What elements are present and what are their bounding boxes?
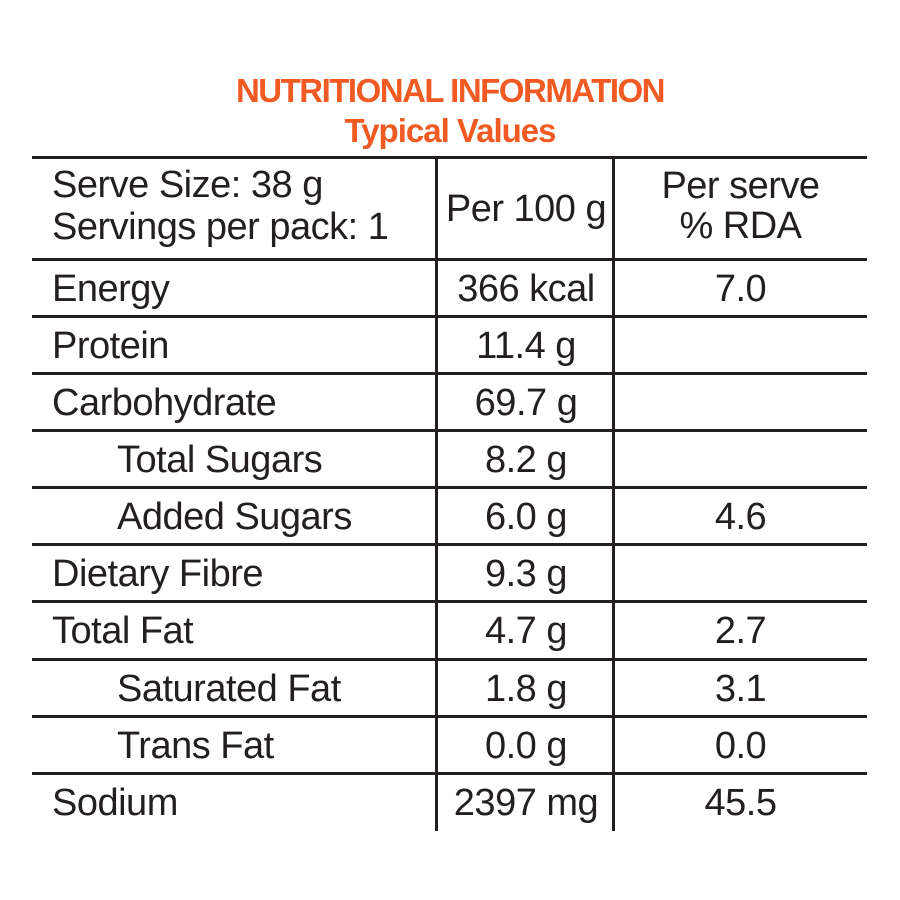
nutrient-name: Total Fat (52, 610, 194, 652)
row-divider (32, 429, 867, 432)
row-divider (32, 715, 867, 718)
page-subtitle: Typical Values (344, 112, 556, 149)
nutrient-name: Carbohydrate (52, 382, 277, 424)
column-divider (612, 156, 615, 831)
rda-value: 7.0 (714, 268, 767, 310)
per-100g-value: 366 kcal (457, 268, 595, 310)
nutrient-name: Added Sugars (117, 496, 352, 538)
row-divider (32, 600, 867, 603)
per-serve-rda-header: Per serve % RDA (614, 166, 867, 246)
rda-value: 3.1 (714, 668, 767, 710)
serve-info-header: Serve Size: 38 g Servings per pack: 1 (52, 164, 389, 248)
page-title: NUTRITIONAL INFORMATION (235, 72, 666, 109)
per-100g-value: 4.7 g (484, 610, 568, 652)
serve-size: Serve Size: 38 g (52, 164, 323, 206)
rda-value: 45.5 (704, 782, 777, 824)
table-top-border (32, 156, 867, 159)
row-divider (32, 486, 867, 489)
rda-label: % RDA (679, 205, 802, 247)
row-divider (32, 315, 867, 318)
per-100g-value: 8.2 g (484, 439, 568, 481)
nutrient-name: Dietary Fibre (52, 553, 264, 595)
rda-value: 0.0 (714, 725, 767, 767)
per-100g-value: 69.7 g (474, 382, 578, 424)
per-100g-value: 2397 mg (453, 782, 599, 824)
nutrient-name: Protein (52, 325, 169, 367)
nutrient-name: Total Sugars (117, 439, 323, 481)
per-100g-header: Per 100 g (445, 188, 607, 230)
row-divider (32, 658, 867, 661)
column-divider (435, 156, 438, 831)
nutrient-name: Sodium (52, 782, 178, 824)
per-100g-value: 0.0 g (484, 725, 568, 767)
rda-value: 2.7 (714, 610, 767, 652)
rda-value: 4.6 (714, 496, 767, 538)
per-100g-value: 1.8 g (484, 668, 568, 710)
per-100g-value: 11.4 g (476, 325, 576, 367)
nutrient-name: Saturated Fat (117, 668, 341, 710)
row-divider (32, 372, 867, 375)
nutrient-name: Trans Fat (117, 725, 274, 767)
header-divider (32, 258, 867, 261)
per-100g-value: 6.0 g (484, 496, 568, 538)
per-100g-value: 9.3 g (484, 553, 568, 595)
nutrient-name: Energy (52, 268, 170, 310)
per-serve-label: Per serve (661, 165, 820, 207)
row-divider (32, 543, 867, 546)
servings-per-pack: Servings per pack: 1 (52, 206, 389, 248)
row-divider (32, 772, 867, 775)
